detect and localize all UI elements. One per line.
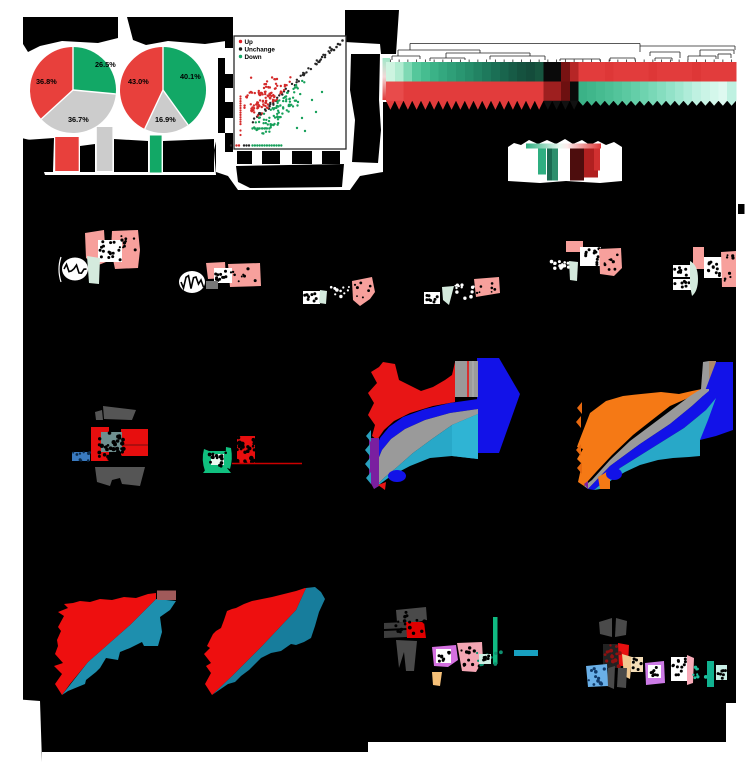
svg-text:Down: Down [245,54,262,61]
svg-text:36.7%: 36.7% [68,115,89,124]
svg-text:16.9%: 16.9% [155,115,176,124]
svg-text:43.0%: 43.0% [128,77,149,86]
svg-text:Unchange: Unchange [245,47,276,54]
svg-text:40.1%: 40.1% [180,72,201,81]
svg-text:36.8%: 36.8% [36,77,57,86]
svg-text:26.5%: 26.5% [95,60,116,69]
svg-text:Up: Up [245,39,254,46]
